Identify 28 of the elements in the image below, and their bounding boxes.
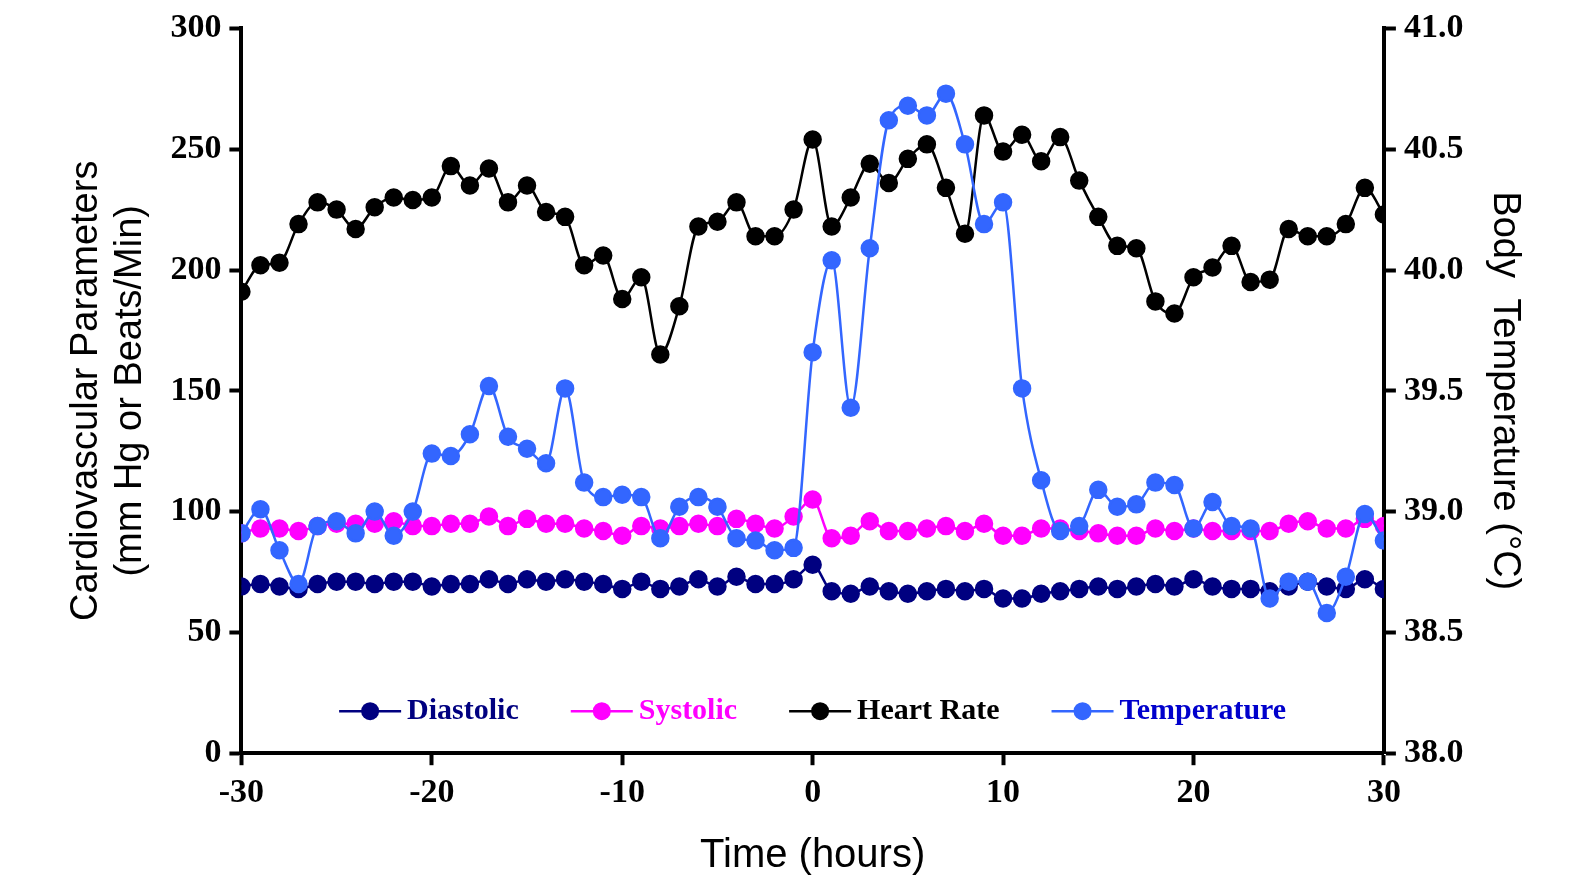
- y-tick-label: 50: [187, 611, 222, 649]
- y-tick-label: 250: [170, 127, 222, 165]
- y2-axis-title: Body Temperature (°C): [1485, 191, 1528, 591]
- x-tick-label: 10: [986, 772, 1021, 810]
- y-axis-title: Cardiovascular Parameters (mm Hg or Beats/Min): [63, 160, 150, 621]
- x-tick-label: 0: [804, 772, 822, 810]
- y2-tick-label: 39.0: [1403, 490, 1464, 528]
- legend-label: Systolic: [638, 691, 738, 725]
- y2-tick-label: 40.0: [1403, 248, 1464, 286]
- y-tick-label: 0: [204, 731, 222, 769]
- y-tick-label: 300: [170, 7, 222, 45]
- x-tick-label: -30: [218, 772, 265, 810]
- legend-label: Diastolic: [407, 691, 519, 725]
- y2-tick-label: 39.5: [1403, 369, 1464, 407]
- y2-tick-label: 40.5: [1403, 127, 1464, 165]
- legend-label: Heart Rate: [857, 691, 1000, 725]
- x-tick-label: 20: [1176, 772, 1211, 810]
- y2-tick-label: 41.0: [1403, 7, 1464, 45]
- x-tick-label: -20: [409, 772, 455, 810]
- y-tick-label: 200: [170, 248, 222, 286]
- y-tick-label: 150: [170, 369, 222, 407]
- x-tick-label: 30: [1366, 772, 1401, 810]
- legend-label: Temperature: [1119, 691, 1287, 725]
- y-tick-label: 100: [170, 490, 222, 528]
- x-tick-label: -10: [599, 772, 645, 810]
- x-axis-title: Time (hours): [700, 831, 926, 876]
- y2-tick-label: 38.5: [1403, 611, 1464, 649]
- y2-tick-label: 38.0: [1403, 731, 1464, 769]
